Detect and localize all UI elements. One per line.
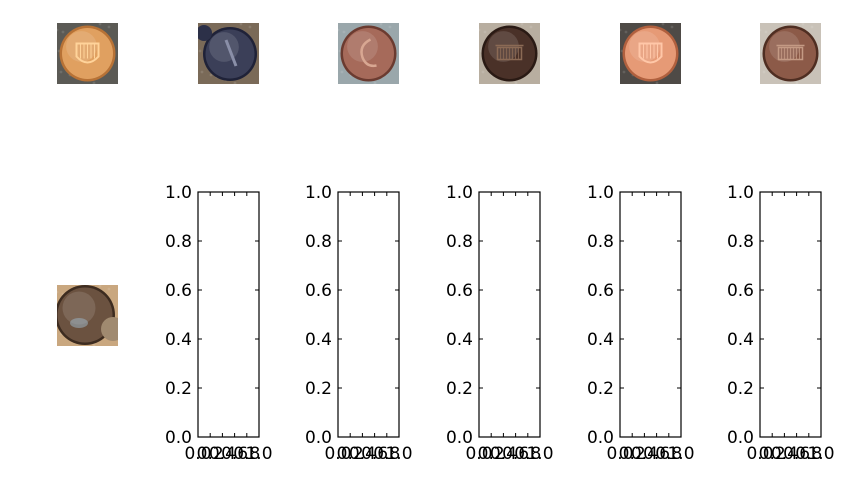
coin-thumbnail-6 [760,23,821,84]
x-tick-label: 0.8 [514,444,541,464]
x-tick-label: 0.2 [759,444,786,464]
x-tick-label: 0.4 [771,444,798,464]
coin-thumbnail-4 [479,23,540,84]
axes-frame [619,191,682,438]
y-tick-label: 0.6 [446,281,473,301]
axes-1: 0.00.20.40.60.81.00.00.20.40.60.81.0 [165,183,273,464]
y-tick-label: 0.0 [446,428,473,448]
x-tick-label: 1.0 [526,444,553,464]
x-tick-label: 0.2 [478,444,505,464]
y-tick-label: 1.0 [165,183,192,203]
y-tick-label: 0.6 [305,281,332,301]
y-tick-label: 0.6 [587,281,614,301]
x-tick-label: 0.6 [783,444,810,464]
x-tick-label: 0.6 [502,444,529,464]
y-tick-label: 0.0 [727,428,754,448]
y-tick-label: 0.4 [727,330,754,350]
coin-thumbnail-5 [620,23,681,84]
x-tick-label: 0.2 [197,444,224,464]
x-tick-label: 1.0 [807,444,834,464]
coin-thumbnail-1 [57,23,118,84]
x-tick-label: 1.0 [667,444,694,464]
y-tick-label: 1.0 [587,183,614,203]
x-tick-label: 0.8 [795,444,822,464]
axes-3: 0.00.20.40.60.81.00.00.20.40.60.81.0 [446,183,554,464]
x-tick-label: 0.6 [361,444,388,464]
y-tick-label: 0.0 [305,428,332,448]
x-tick-label: 0.8 [233,444,260,464]
y-tick-label: 0.6 [727,281,754,301]
y-tick-label: 0.8 [727,232,754,252]
x-tick-label: 0.4 [631,444,658,464]
y-tick-label: 0.4 [305,330,332,350]
x-tick-label: 0.0 [606,444,633,464]
y-tick-label: 1.0 [305,183,332,203]
y-tick-label: 0.0 [587,428,614,448]
y-tick-label: 0.2 [446,379,473,399]
y-tick-label: 0.0 [165,428,192,448]
x-tick-label: 0.8 [655,444,682,464]
y-tick-label: 0.4 [587,330,614,350]
y-tick-label: 0.4 [446,330,473,350]
coin-thumbnail-2 [198,23,259,84]
coin-thumbnail-7 [57,285,118,346]
y-tick-label: 0.8 [446,232,473,252]
x-tick-label: 1.0 [385,444,412,464]
axes-2: 0.00.20.40.60.81.00.00.20.40.60.81.0 [305,183,413,464]
x-tick-label: 0.2 [337,444,364,464]
axes-frame [337,191,400,438]
axes-frame [759,191,822,438]
y-tick-label: 1.0 [446,183,473,203]
x-tick-label: 0.0 [465,444,492,464]
x-tick-label: 0.2 [619,444,646,464]
axes-frame [197,191,260,438]
axes-frame [478,191,541,438]
y-tick-label: 0.6 [165,281,192,301]
x-tick-label: 0.4 [209,444,236,464]
x-tick-label: 0.0 [324,444,351,464]
x-tick-label: 0.8 [373,444,400,464]
x-tick-label: 0.6 [221,444,248,464]
y-tick-label: 1.0 [727,183,754,203]
coin-thumbnail-3 [338,23,399,84]
x-tick-label: 0.0 [184,444,211,464]
y-tick-label: 0.2 [165,379,192,399]
y-tick-label: 0.8 [305,232,332,252]
y-tick-label: 0.2 [305,379,332,399]
x-tick-label: 1.0 [245,444,272,464]
x-tick-label: 0.4 [349,444,376,464]
x-tick-label: 0.4 [490,444,517,464]
y-tick-label: 0.4 [165,330,192,350]
y-tick-label: 0.2 [587,379,614,399]
x-tick-label: 0.0 [746,444,773,464]
y-tick-label: 0.8 [587,232,614,252]
x-tick-label: 0.6 [643,444,670,464]
y-tick-label: 0.8 [165,232,192,252]
axes-5: 0.00.20.40.60.81.00.00.20.40.60.81.0 [727,183,835,464]
axes-4: 0.00.20.40.60.81.00.00.20.40.60.81.0 [587,183,695,464]
y-tick-label: 0.2 [727,379,754,399]
